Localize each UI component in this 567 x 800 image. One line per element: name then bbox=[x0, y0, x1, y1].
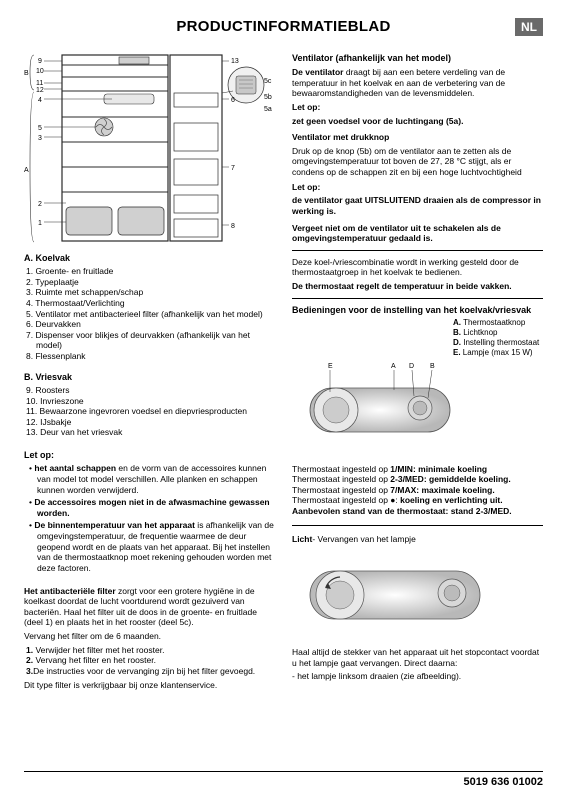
svg-text:A: A bbox=[24, 167, 29, 174]
list-item: 9. Roosters bbox=[26, 385, 274, 396]
letop-list: • het aantal schappen en de vorm van de … bbox=[29, 463, 274, 573]
list-item: 11. Bewaarzone ingevroren voedsel en die… bbox=[26, 406, 274, 417]
page-title: PRODUCTINFORMATIEBLAD bbox=[24, 18, 543, 37]
svg-text:9: 9 bbox=[38, 58, 42, 65]
therm-line: Thermostaat ingesteld op 1/MIN: minimale… bbox=[292, 464, 543, 475]
therm-line: Thermostaat ingesteld op 2-3/MED: gemidd… bbox=[292, 474, 543, 485]
list-item: 2. Typeplaatje bbox=[26, 277, 274, 288]
list-item: 13. Deur van het vriesvak bbox=[26, 427, 274, 438]
letop1-txt: zet geen voedsel voor de luchtingang (5a… bbox=[292, 116, 543, 127]
svg-text:6: 6 bbox=[231, 97, 235, 104]
footer-code: 5019 636 01002 bbox=[463, 776, 543, 790]
vent-p1: De ventilator draagt bij aan een betere … bbox=[292, 67, 543, 99]
section-a-list: 1. Groente- en fruitlade 2. Typeplaatje … bbox=[26, 266, 274, 362]
vent2-txt: Druk op de knop (5b) om de ventilator aa… bbox=[292, 146, 543, 178]
svg-text:12: 12 bbox=[36, 87, 44, 94]
svg-text:5c: 5c bbox=[264, 78, 272, 85]
svg-text:4: 4 bbox=[38, 97, 42, 104]
list-item: 5. Ventilator met antibacterieel filter … bbox=[26, 309, 274, 320]
control-diagram: E A D B bbox=[292, 358, 532, 453]
therm-line: Aanbevolen stand van de thermostaat: sta… bbox=[292, 506, 543, 517]
letop2-txt: de ventilator gaat UITSLUITEND draaien a… bbox=[292, 195, 543, 216]
light-p: Haal altijd de stekker van het apparaat … bbox=[292, 647, 543, 668]
list-item: 4. Thermostaat/Verlichting bbox=[26, 298, 274, 309]
light-head: Licht- Vervangen van het lampje bbox=[292, 534, 543, 545]
light-step: - het lampje linksom draaien (zie afbeel… bbox=[292, 671, 543, 682]
ctrl-head: Bedieningen voor de instelling van het k… bbox=[292, 305, 543, 316]
bullet-item: • het aantal schappen en de vorm van de … bbox=[29, 463, 274, 495]
list-item: 3.De instructies voor de vervanging zijn… bbox=[26, 666, 274, 677]
language-badge: NL bbox=[515, 18, 543, 36]
list-item: 1. Groente- en fruitlade bbox=[26, 266, 274, 277]
svg-text:13: 13 bbox=[231, 58, 239, 65]
svg-text:2: 2 bbox=[38, 201, 42, 208]
svg-text:5a: 5a bbox=[264, 106, 272, 113]
left-column: 9 10 11 12 B 4 3 5 2 1 A 13 5c 5b 5a 6 7 bbox=[24, 47, 274, 693]
bullet-item: • De accessoires mogen niet in de afwasm… bbox=[29, 497, 274, 518]
list-item: 6. Deurvakken bbox=[26, 319, 274, 330]
vent2-head: Ventilator met drukknop bbox=[292, 132, 543, 143]
filter-p2: Vervang het filter om de 6 maanden. bbox=[24, 631, 274, 642]
svg-text:D: D bbox=[409, 363, 414, 370]
thermostat-settings: Thermostaat ingesteld op 1/MIN: minimale… bbox=[292, 464, 543, 517]
ctrl-legend: A. Thermostaatknop B. Lichtknop D. Inste… bbox=[453, 318, 543, 358]
list-item: 2. Vervang het filter en het rooster. bbox=[26, 655, 274, 666]
list-item: 3. Ruimte met schappen/schap bbox=[26, 287, 274, 298]
list-item: 10. Invrieszone bbox=[26, 396, 274, 407]
footer-rule bbox=[24, 771, 543, 772]
svg-text:7: 7 bbox=[231, 165, 235, 172]
filter-paragraph: Het antibacteriële filter zorgt voor een… bbox=[24, 586, 274, 629]
svg-text:1: 1 bbox=[38, 220, 42, 227]
svg-text:A: A bbox=[391, 363, 396, 370]
list-item: 12. IJsbakje bbox=[26, 417, 274, 428]
svg-text:E: E bbox=[328, 363, 333, 370]
fridge-diagram: 9 10 11 12 B 4 3 5 2 1 A 13 5c 5b 5a 6 7 bbox=[24, 47, 274, 247]
list-item: 8. Flessenplank bbox=[26, 351, 274, 362]
vent-head: Ventilator (afhankelijk van het model) bbox=[292, 53, 543, 64]
therm-line: Thermostaat ingesteld op ●: koeling en v… bbox=[292, 495, 543, 506]
section-b-head: B. Vriesvak bbox=[24, 372, 274, 383]
light-diagram bbox=[292, 553, 532, 638]
combo-txt: Deze koel-/vriescombinatie wordt in werk… bbox=[292, 257, 543, 278]
list-item: 7. Dispenser voor blikjes of deurvakken … bbox=[26, 330, 274, 351]
section-b-list: 9. Roosters 10. Invrieszone 11. Bewaarzo… bbox=[26, 385, 274, 438]
letop-head: Let op: bbox=[24, 450, 274, 461]
svg-text:5: 5 bbox=[38, 125, 42, 132]
letop3: Vergeet niet om de ventilator uit te sch… bbox=[292, 223, 543, 244]
svg-text:5b: 5b bbox=[264, 94, 272, 101]
bullet-item: • De binnentemperatuur van het apparaat … bbox=[29, 520, 274, 573]
svg-text:3: 3 bbox=[38, 135, 42, 142]
svg-text:B: B bbox=[430, 363, 435, 370]
svg-text:8: 8 bbox=[231, 223, 235, 230]
filter-steps: 1. Verwijder het filter met het rooster.… bbox=[26, 645, 274, 677]
svg-text:B: B bbox=[24, 70, 29, 77]
svg-text:11: 11 bbox=[36, 80, 43, 87]
filter-last: Dit type filter is verkrijgbaar bij onze… bbox=[24, 680, 274, 691]
right-column: Ventilator (afhankelijk van het model) D… bbox=[292, 47, 543, 693]
letop1: Let op: bbox=[292, 102, 543, 113]
svg-text:10: 10 bbox=[36, 68, 44, 75]
combo-bold: De thermostaat regelt de temperatuur in … bbox=[292, 281, 543, 292]
list-item: 1. Verwijder het filter met het rooster. bbox=[26, 645, 274, 656]
letop2: Let op: bbox=[292, 182, 543, 193]
therm-line: Thermostaat ingesteld op 7/MAX: maximale… bbox=[292, 485, 543, 496]
section-a-head: A. Koelvak bbox=[24, 253, 274, 264]
